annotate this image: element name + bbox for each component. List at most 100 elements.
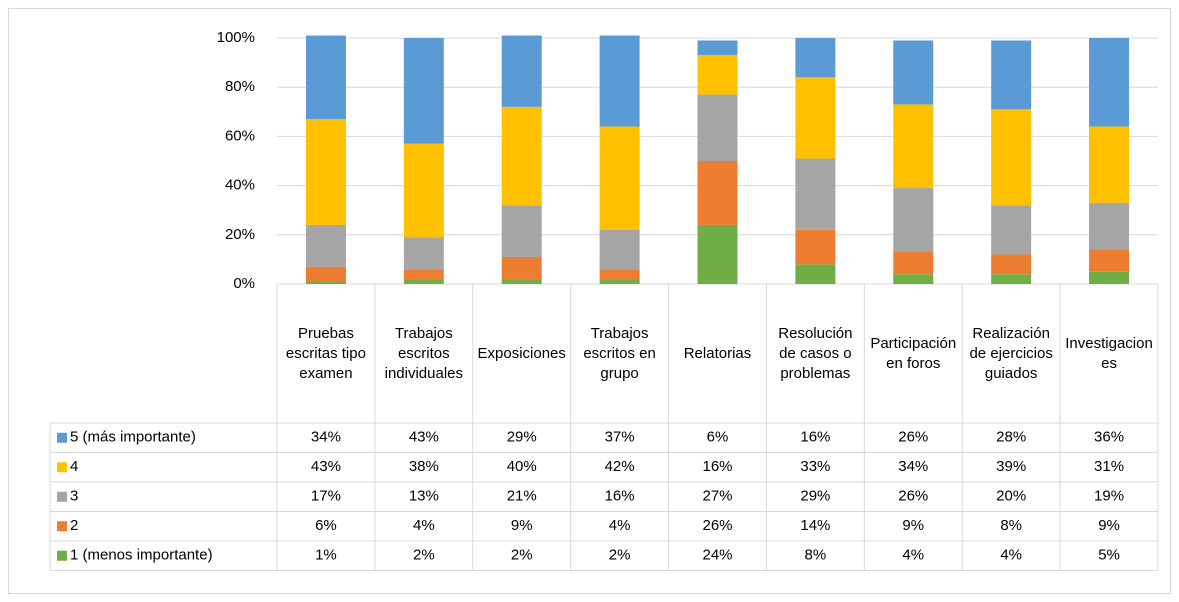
bar-segment bbox=[599, 126, 640, 230]
category-cell: Investigaciones bbox=[1065, 334, 1153, 372]
x-tick-label: Relatorias bbox=[683, 344, 752, 362]
table-value: 36% bbox=[1094, 429, 1124, 446]
bar-segment bbox=[795, 38, 836, 78]
bar-segment bbox=[697, 40, 738, 56]
bar-segment bbox=[599, 229, 640, 270]
bar-segment bbox=[403, 143, 444, 238]
table-value: 5% bbox=[1098, 547, 1120, 564]
bar-segment bbox=[697, 94, 738, 161]
table-value: 29% bbox=[800, 488, 830, 505]
bar-segment bbox=[1089, 38, 1130, 127]
table-value: 33% bbox=[800, 458, 830, 475]
bar-segment bbox=[305, 266, 346, 282]
category-cell: Participación en foros bbox=[870, 334, 957, 372]
table-value: 2% bbox=[609, 547, 631, 564]
bar-segment bbox=[501, 256, 542, 280]
category-cell: Trabajos escritos en grupo bbox=[583, 324, 656, 382]
table-value: 8% bbox=[805, 547, 827, 564]
category-cell: Realización de ejercicios guiados bbox=[969, 324, 1053, 382]
table-value: 9% bbox=[1098, 517, 1120, 534]
bar-segment bbox=[893, 252, 934, 275]
x-tick-label: Exposiciones bbox=[477, 344, 566, 362]
bar-segment bbox=[991, 109, 1032, 206]
table-value: 26% bbox=[702, 517, 732, 534]
table-value: 6% bbox=[707, 429, 729, 446]
bar-segment bbox=[795, 264, 836, 284]
table-value: 6% bbox=[315, 517, 337, 534]
table-value: 34% bbox=[898, 458, 928, 475]
table-value: 40% bbox=[507, 458, 537, 475]
bar-segment bbox=[697, 224, 738, 284]
y-tick-label: 60% bbox=[225, 127, 255, 144]
x-tick-label: Resolución de casos o problemas bbox=[778, 324, 853, 382]
bar-segment bbox=[1089, 202, 1130, 250]
table-value: 29% bbox=[507, 429, 537, 446]
legend-key bbox=[57, 432, 67, 443]
table-value: 43% bbox=[409, 429, 439, 446]
table-value: 27% bbox=[702, 488, 732, 505]
y-tick-label: 0% bbox=[233, 275, 255, 292]
bar-segment bbox=[501, 205, 542, 257]
x-tick-label: Pruebas escritas tipo examen bbox=[285, 324, 366, 382]
table-value: 9% bbox=[902, 517, 924, 534]
legend-label: 2 bbox=[70, 517, 78, 534]
chart-frame bbox=[8, 8, 1171, 594]
bar-segment bbox=[991, 274, 1032, 284]
table-value: 34% bbox=[311, 429, 341, 446]
table-value: 4% bbox=[902, 547, 924, 564]
table-value: 17% bbox=[311, 488, 341, 505]
bar-segment bbox=[501, 279, 542, 284]
legend-label: 1 (menos importante) bbox=[70, 547, 213, 564]
table-value: 16% bbox=[702, 458, 732, 475]
table-value: 8% bbox=[1000, 517, 1022, 534]
table-value: 9% bbox=[511, 517, 533, 534]
bar-segment bbox=[1089, 271, 1130, 284]
bar-segment bbox=[501, 35, 542, 107]
legend-key bbox=[57, 462, 67, 473]
bar-segment bbox=[697, 161, 738, 225]
bar-segment bbox=[599, 35, 640, 127]
table-value: 39% bbox=[996, 458, 1026, 475]
table-value: 37% bbox=[605, 429, 635, 446]
category-cell: Relatorias bbox=[683, 344, 752, 362]
bar-segment bbox=[795, 229, 836, 265]
category-cell: Pruebas escritas tipo examen bbox=[285, 324, 366, 382]
x-tick-label: Trabajos escritos en grupo bbox=[583, 324, 656, 382]
legend-label: 5 (más importante) bbox=[70, 429, 196, 446]
table-value: 38% bbox=[409, 458, 439, 475]
y-tick-label: 20% bbox=[225, 226, 255, 243]
x-tick-label: Realización de ejercicios guiados bbox=[969, 324, 1053, 382]
bar-segment bbox=[599, 269, 640, 280]
table-value: 20% bbox=[996, 488, 1026, 505]
x-tick-label: Participación en foros bbox=[870, 334, 957, 372]
table-value: 2% bbox=[413, 547, 435, 564]
bar-segment bbox=[305, 281, 346, 284]
bar-segment bbox=[893, 188, 934, 253]
bar-segment bbox=[893, 40, 934, 105]
legend-label: 4 bbox=[70, 458, 78, 475]
legend-key bbox=[57, 491, 67, 502]
bar-segment bbox=[795, 158, 836, 230]
y-tick-label: 100% bbox=[217, 29, 255, 46]
bar-segment bbox=[893, 274, 934, 284]
bar-segment bbox=[991, 254, 1032, 275]
table-value: 2% bbox=[511, 547, 533, 564]
bar-segment bbox=[893, 104, 934, 189]
y-tick-label: 80% bbox=[225, 78, 255, 95]
table-value: 4% bbox=[1000, 547, 1022, 564]
bar-segment bbox=[305, 35, 346, 120]
table-value: 28% bbox=[996, 429, 1026, 446]
bar-segment bbox=[403, 237, 444, 270]
x-tick-label: Trabajos escritos individuales bbox=[384, 324, 463, 382]
x-tick-label: Investigaciones bbox=[1065, 334, 1153, 372]
table-value: 19% bbox=[1094, 488, 1124, 505]
table-value: 14% bbox=[800, 517, 830, 534]
bar-segment bbox=[697, 55, 738, 95]
bar-segment bbox=[1089, 249, 1130, 272]
bar-segment bbox=[991, 40, 1032, 110]
table-value: 4% bbox=[609, 517, 631, 534]
bar-segment bbox=[403, 269, 444, 280]
legend-label: 3 bbox=[70, 488, 78, 505]
bar-segment bbox=[991, 205, 1032, 255]
